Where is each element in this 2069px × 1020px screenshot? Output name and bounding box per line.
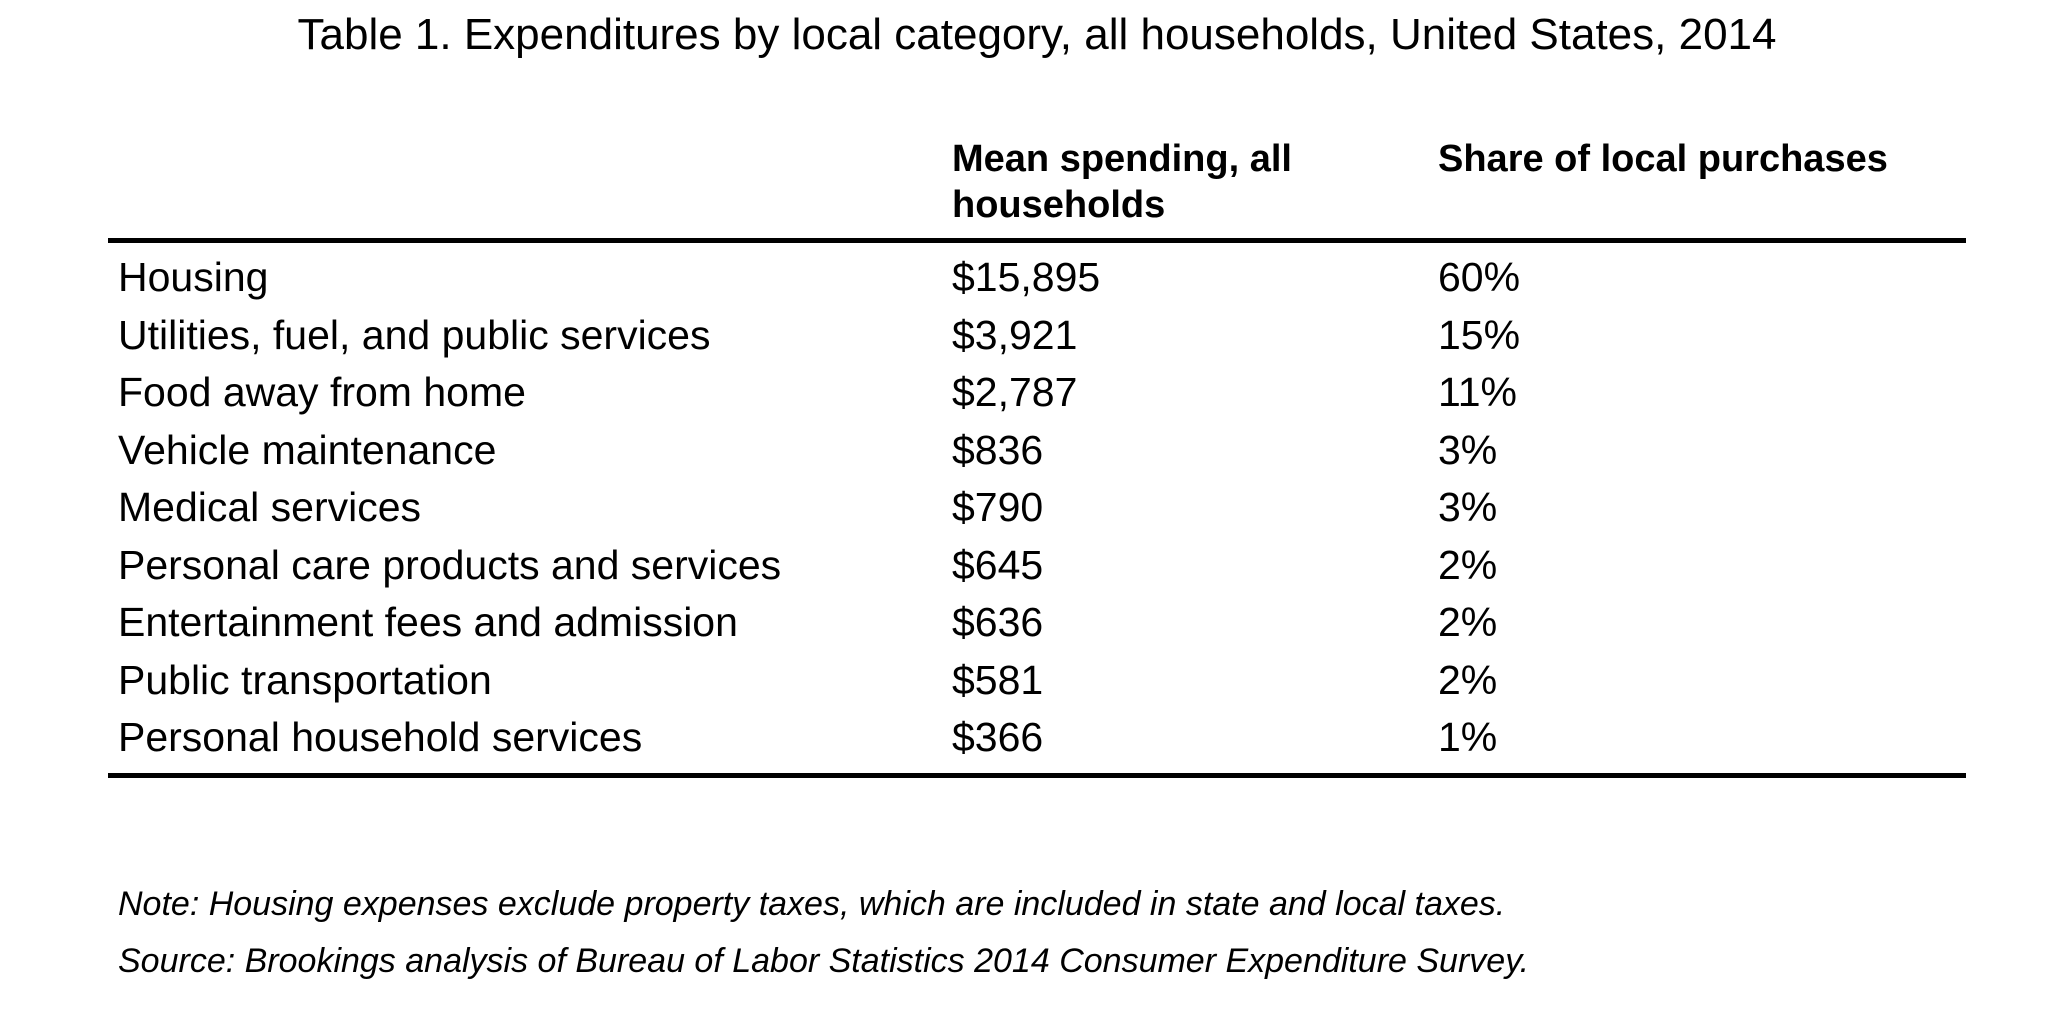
cell-mean-spending: $790: [952, 484, 1044, 530]
page-title: Table 1. Expenditures by local category,…: [297, 10, 1777, 59]
expenditures-table-container: Mean spending, all households Share of l…: [108, 136, 1966, 778]
table-row: Utilities, fuel, and public services $3,…: [108, 307, 1966, 365]
cell-mean-spending: $3,921: [952, 311, 1078, 358]
table-row: Personal household services $366 1%: [108, 709, 1966, 775]
column-header-category: [108, 136, 940, 243]
cell-share-local: 1%: [1438, 714, 1498, 760]
cell-category: Personal care products and services: [118, 541, 782, 588]
cell-mean-spending: $2,787: [952, 369, 1078, 415]
column-header-share-local: Share of local purchases: [1428, 136, 1966, 243]
table-body: Housing $15,895 60% Utilities, fuel, and…: [108, 241, 1966, 775]
table-row: Housing $15,895 60%: [108, 241, 1966, 307]
table-row: Personal care products and services $645…: [108, 537, 1966, 595]
column-header-mean-spending: Mean spending, all households: [940, 136, 1428, 243]
cell-share-local: 2%: [1438, 541, 1498, 588]
footnote-note: Note: Housing expenses exclude property …: [118, 885, 1506, 923]
table-row: Food away from home $2,787 11%: [108, 364, 1966, 422]
cell-mean-spending: $645: [952, 541, 1044, 588]
cell-share-local: 11%: [1438, 369, 1518, 415]
cell-category: Entertainment fees and admission: [118, 599, 738, 645]
cell-category: Food away from home: [118, 369, 526, 415]
cell-category: Medical services: [118, 484, 422, 530]
cell-category: Utilities, fuel, and public services: [118, 311, 711, 358]
cell-share-local: 60%: [1438, 254, 1521, 300]
cell-mean-spending: $366: [952, 714, 1044, 760]
cell-category: Personal household services: [118, 714, 643, 760]
table-row: Vehicle maintenance $836 3%: [108, 422, 1966, 480]
table-header: Mean spending, all households Share of l…: [108, 136, 1966, 243]
cell-share-local: 2%: [1438, 656, 1498, 703]
table-row: Entertainment fees and admission $636 2%: [108, 594, 1966, 652]
cell-category: Housing: [118, 254, 269, 300]
cell-category: Public transportation: [118, 656, 492, 703]
cell-mean-spending: $15,895: [952, 254, 1101, 300]
cell-share-local: 3%: [1438, 426, 1498, 473]
expenditures-table: Mean spending, all households Share of l…: [108, 136, 1966, 778]
table-footnotes: Note: Housing expenses exclude property …: [118, 876, 1978, 990]
cell-share-local: 2%: [1438, 599, 1498, 645]
cell-mean-spending: $636: [952, 599, 1044, 645]
cell-mean-spending: $836: [952, 426, 1044, 473]
table-row: Public transportation $581 2%: [108, 652, 1966, 710]
cell-category: Vehicle maintenance: [118, 426, 497, 473]
cell-mean-spending: $581: [952, 656, 1044, 703]
footnote-source: Source: Brookings analysis of Bureau of …: [118, 942, 1530, 980]
cell-share-local: 3%: [1438, 484, 1498, 530]
table-row: Medical services $790 3%: [108, 479, 1966, 537]
cell-share-local: 15%: [1438, 311, 1521, 358]
table-header-row: Mean spending, all households Share of l…: [108, 136, 1966, 243]
